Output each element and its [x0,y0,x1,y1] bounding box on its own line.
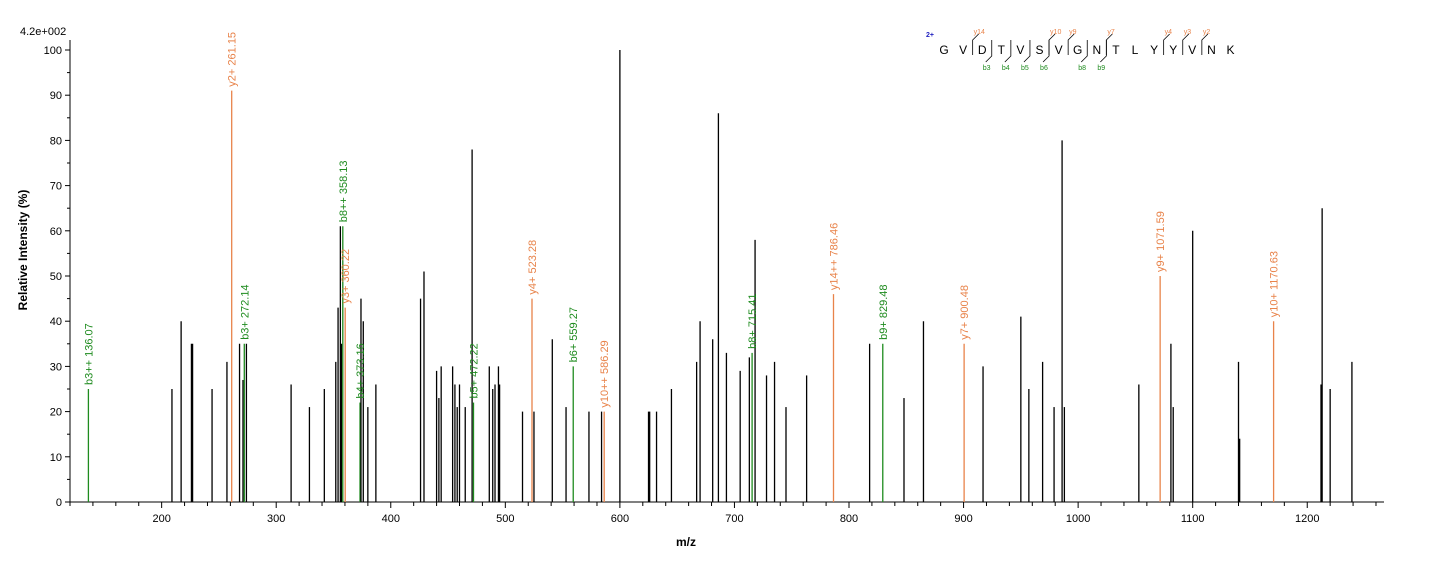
b-ion-marker [985,40,993,63]
x-tick-label: 200 [152,513,170,525]
x-tick-label: 1000 [1066,513,1090,525]
x-tick-label: 900 [954,513,972,525]
y-ion-label: y10 [1050,29,1061,36]
peak-label: b8+ 715.41 [747,293,759,348]
axes: 0 10 20 30 40 50 60 70 80 90 100 200 300 400 500 600 700… [44,40,1384,525]
peak-label: y3+ 360.22 [340,249,352,304]
y-axis-title: Relative Intensity (%) [16,190,30,311]
sequence-residue: K [1226,43,1234,57]
x-tick-label: 700 [725,513,743,525]
peak-label: y4+ 523.28 [527,240,539,295]
intensity-scale-label: 4.2e+002 [20,26,66,38]
b-ion-label: b8 [1078,65,1086,72]
peak-label: b6+ 559.27 [568,307,580,362]
b-ion-label: b9 [1097,65,1105,72]
x-tick-label: 400 [382,513,400,525]
b-ion-label: b5 [1021,65,1029,72]
peak-labels-layer: b3++ 136.07 y2+ 261.15 b3+ 272.14 b8++ 358.… [83,32,1280,408]
peak-label: b8++ 358.13 [338,160,350,222]
sequence-residue: V [1055,43,1063,57]
x-axis-title: m/z [676,535,696,549]
b-ion-marker [1100,40,1107,63]
x-tick-label: 1200 [1295,513,1319,525]
b-ion-marker [1023,40,1031,63]
y-tick-label: 10 [50,452,62,464]
x-tick-label: 800 [840,513,858,525]
x-tick-label: 500 [496,513,514,525]
peak-label: b9+ 829.48 [878,284,890,339]
sequence-residue: G [939,43,948,57]
y-ion-marker [1201,33,1209,55]
peaks-layer [87,50,1353,502]
sequence-residue: L [1132,43,1139,57]
peak-label: y10++ 586.29 [599,340,611,407]
peak-label: y2+ 261.15 [227,32,239,87]
y-tick-label: 80 [50,135,62,147]
sequence-residue: Y [1169,43,1177,57]
b-ion-label: b6 [1040,65,1048,72]
peak-label: b5+ 472.22 [469,343,481,398]
y-ion-label: y3 [1184,29,1192,36]
sequence-residue: N [1207,43,1216,57]
y-ion-marker [1163,33,1170,55]
charge-state-label: 2+ [926,32,934,39]
sequence-residue: G [1073,43,1082,57]
y-tick-label: 30 [50,361,62,373]
y-ion-marker [1067,33,1075,55]
y-ion-marker [972,33,979,55]
peak-label: y7+ 900.48 [959,285,971,340]
peak-label: b4+ 373.16 [355,343,367,398]
y-ion-label: y7 [1107,29,1115,36]
y-ion-marker [1182,33,1190,55]
sequence-residue: N [1092,43,1101,57]
sequence-residue: D [978,43,987,57]
sequence-residue: V [1188,43,1196,57]
y-tick-label: 40 [50,316,62,328]
b-ion-label: b4 [1002,65,1010,72]
sequence-residue: S [1035,43,1043,57]
y-tick-label: 60 [50,226,62,238]
y-tick-label: 50 [50,271,62,283]
y-tick-label: 70 [50,181,62,193]
b-ion-marker [1004,40,1012,63]
peak-label: y10+ 1170.63 [1269,251,1281,317]
b-ion-marker [1042,40,1050,63]
b-ion-marker [1080,40,1088,63]
peak-label: b3++ 136.07 [83,323,95,385]
sequence-residue: V [959,43,967,57]
y-tick-label: 100 [44,45,62,57]
sequence-residue: Y [1150,43,1158,57]
y-ion-label: y2 [1203,29,1211,36]
sequence-residue: T [1112,43,1120,57]
x-tick-label: 300 [267,513,285,525]
y-ion-label: y9 [1069,29,1077,36]
y-tick-label: 20 [50,407,62,419]
y-tick-label: 90 [50,90,62,102]
y-ion-label: y14 [974,29,985,36]
sequence-residue: T [998,43,1006,57]
b-ion-label: b3 [983,65,991,72]
peak-label: y9+ 1071.59 [1155,211,1167,272]
peak-label: y14++ 786.46 [828,223,840,290]
x-tick-label: 600 [611,513,629,525]
y-ion-label: y4 [1165,29,1173,36]
y-tick-label: 0 [56,497,62,509]
peak-label: b3+ 272.14 [239,284,251,339]
sequence-residue: V [1016,43,1024,57]
x-tick-label: 1100 [1181,513,1205,525]
